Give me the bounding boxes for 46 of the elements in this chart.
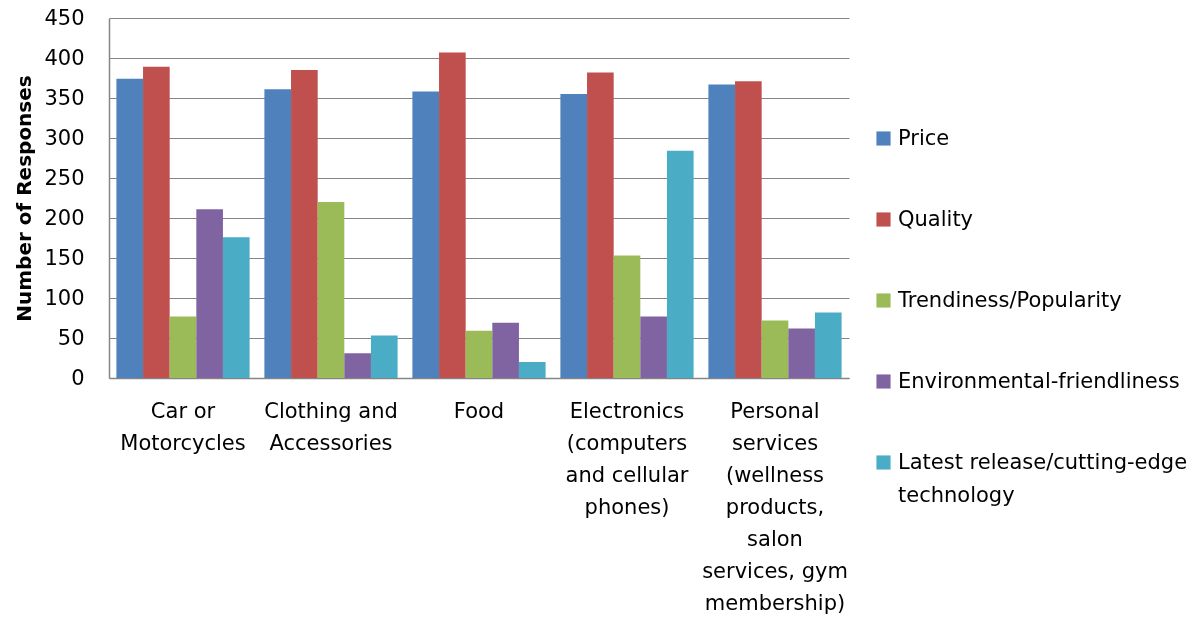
bar (560, 94, 588, 378)
bar (465, 330, 493, 378)
bar (222, 237, 250, 378)
y-tick-label: 250 (44, 165, 85, 190)
y-tick-label: 0 (71, 365, 85, 390)
bar (370, 335, 398, 378)
legend-label: Quality (898, 206, 974, 231)
bar (317, 202, 345, 378)
bar (761, 320, 789, 378)
bar (613, 255, 641, 378)
bar (666, 150, 694, 378)
bar (587, 72, 614, 378)
bar (344, 353, 371, 378)
y-tick-label: 300 (44, 125, 85, 150)
bar (439, 52, 466, 378)
legend-label: Price (898, 125, 950, 150)
legend-label: Latest release/cutting-edge technology (898, 449, 1188, 507)
y-tick-label: 400 (44, 45, 85, 70)
bar (143, 66, 170, 378)
y-tick-label: 350 (44, 85, 85, 110)
y-tick-label: 100 (44, 285, 85, 310)
bar (492, 322, 519, 378)
bar (264, 89, 292, 378)
bar (291, 70, 318, 378)
x-tick-label: Personal services (wellness products, salon services, gym membership) (702, 398, 848, 615)
x-tick-label: Car or Motorcycles (120, 398, 246, 455)
bar (814, 312, 842, 378)
x-tick-label: Food (453, 398, 505, 423)
bar (518, 362, 546, 378)
y-tick-label: 50 (57, 325, 85, 350)
legend-label: Environmental-friendliness (898, 368, 1180, 393)
bar (169, 316, 197, 378)
bar (196, 209, 223, 378)
bar (412, 91, 440, 378)
bar (788, 328, 815, 378)
legend-label: Trendiness/Popularity (897, 287, 1122, 312)
y-tick-label: 450 (44, 5, 85, 30)
bar (735, 81, 762, 378)
bar (708, 84, 736, 378)
x-tick-label: Electronics (computers and cellular phones) (565, 398, 689, 519)
y-tick-label: 200 (44, 205, 85, 230)
y-tick-label: 150 (44, 245, 85, 270)
x-tick-label: Clothing and Accessories (264, 398, 398, 455)
bar (116, 78, 144, 378)
y-axis-title: Number of Responses (12, 75, 37, 322)
bar (640, 316, 667, 378)
